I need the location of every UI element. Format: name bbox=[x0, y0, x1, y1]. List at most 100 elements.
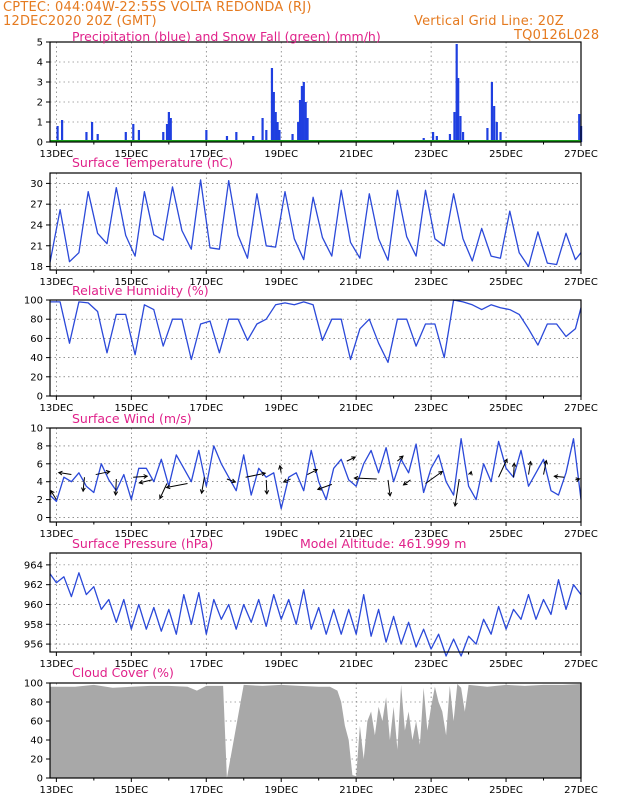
wind-arrow bbox=[397, 455, 404, 462]
wind-title: Surface Wind (m/s) bbox=[72, 411, 192, 426]
wind-arrow-head bbox=[105, 469, 111, 475]
x-tick-label: 23DEC bbox=[414, 659, 448, 670]
x-tick-label: 27DEC bbox=[564, 529, 598, 540]
precip-bar bbox=[298, 100, 302, 142]
x-tick-label: 17DEC bbox=[189, 659, 223, 670]
x-tick-label: 19DEC bbox=[264, 149, 298, 160]
wind-panel: 0 2 4 6 8 10 13DEC 15DEC 17DEC 19DEC 21DEC 23DEC 25D… bbox=[30, 411, 598, 540]
x-tick-label: 17DEC bbox=[189, 149, 223, 160]
wind-arrow-head bbox=[398, 455, 404, 461]
precip-bar bbox=[455, 44, 458, 142]
wind-arrow bbox=[50, 489, 57, 500]
header-run-date: 12DEC2020 20Z (GMT) bbox=[3, 14, 157, 29]
cloud-frame bbox=[49, 682, 582, 779]
wind-arrow-head bbox=[165, 484, 171, 490]
precip-bar bbox=[132, 124, 135, 142]
wind-arrow-shaft bbox=[397, 455, 404, 462]
wind-arrow-head bbox=[278, 464, 283, 470]
x-tick-label: 17DEC bbox=[189, 785, 223, 796]
x-tick-label: 25DEC bbox=[489, 403, 523, 414]
wind-arrow-head bbox=[231, 478, 237, 484]
wind-arrow-head bbox=[575, 477, 581, 482]
y-tick-label: 18 bbox=[30, 262, 43, 273]
wind-arrow-head bbox=[316, 486, 322, 491]
y-tick-label: 5 bbox=[37, 38, 43, 49]
y-tick-label: 964 bbox=[24, 560, 43, 571]
wind-arrow bbox=[278, 464, 283, 473]
wind-arrow-shaft bbox=[82, 477, 85, 492]
y-tick-label: 0 bbox=[37, 138, 43, 149]
precip-bar bbox=[270, 68, 274, 142]
pressure-line bbox=[49, 572, 582, 657]
wind-arrow bbox=[575, 477, 581, 482]
x-tick-label: 13DEC bbox=[40, 149, 74, 160]
wind-arrow-head bbox=[159, 494, 164, 500]
y-tick-label: 30 bbox=[30, 179, 43, 190]
temperature-panel: 18 21 24 27 30 13DEC 15DEC 17DEC 19DEC 21DEC 23DEC… bbox=[30, 155, 598, 288]
wind-arrow bbox=[498, 458, 508, 478]
wind-arrow-head bbox=[503, 458, 508, 464]
wind-arrow-shaft bbox=[354, 477, 377, 480]
x-tick-label: 21DEC bbox=[339, 529, 373, 540]
wind-arrow bbox=[113, 479, 119, 497]
precip-frame bbox=[49, 41, 582, 143]
x-tick-label: 17DEC bbox=[189, 529, 223, 540]
precip-bar bbox=[137, 130, 141, 142]
precip-bar bbox=[205, 130, 208, 142]
x-tick-label: 27DEC bbox=[564, 149, 598, 160]
wind-arrow-shaft bbox=[265, 479, 268, 494]
precip-title: Precipitation (blue) and Snow Fall (gree… bbox=[72, 29, 381, 44]
wind-arrow-head bbox=[50, 489, 55, 495]
wind-arrow bbox=[165, 483, 188, 490]
precip-bar bbox=[304, 102, 307, 142]
x-tick-label: 17DEC bbox=[189, 277, 223, 288]
precip-bar bbox=[457, 78, 460, 142]
wind-arrow-shaft bbox=[543, 460, 547, 475]
wind-arrow bbox=[511, 462, 517, 478]
precip-bar bbox=[96, 134, 99, 142]
wind-arrow bbox=[245, 471, 267, 478]
x-tick-label: 21DEC bbox=[339, 277, 373, 288]
wind-arrow-shaft bbox=[95, 471, 110, 476]
precip-panel: 0 1 2 3 4 5 13DEC 15DEC 17DEC 19DEC 21DEC 23DEC 25DE… bbox=[37, 29, 598, 160]
wind-arrow bbox=[57, 470, 72, 476]
wind-arrow-shaft bbox=[425, 471, 443, 484]
x-tick-label: 19DEC bbox=[264, 529, 298, 540]
wind-arrow bbox=[543, 459, 548, 475]
y-tick-label: 24 bbox=[30, 220, 43, 231]
x-tick-label: 25DEC bbox=[489, 785, 523, 796]
pressure-annotation: Model Altitude: 461.999 m bbox=[300, 536, 466, 551]
y-tick-label: 21 bbox=[30, 241, 43, 252]
precip-bar bbox=[90, 122, 94, 142]
precip-bar bbox=[499, 132, 502, 142]
x-tick-label: 15DEC bbox=[114, 149, 148, 160]
wind-arrow bbox=[282, 478, 291, 483]
wind-arrow-shaft bbox=[133, 475, 148, 478]
precip-bar bbox=[225, 136, 229, 142]
wind-arrow-shaft bbox=[279, 465, 282, 473]
wind-arrow bbox=[353, 475, 377, 481]
precip-bar bbox=[261, 118, 264, 142]
y-tick-label: 80 bbox=[30, 698, 43, 709]
x-tick-label: 23DEC bbox=[414, 403, 448, 414]
wind-arrow bbox=[133, 474, 149, 479]
humidity-title: Relative Humidity (%) bbox=[72, 283, 209, 298]
precip-bar bbox=[276, 122, 279, 142]
x-tick-label: 27DEC bbox=[564, 659, 598, 670]
precip-bar bbox=[431, 132, 435, 142]
temperature-title: Surface Temperature (nC) bbox=[72, 155, 233, 170]
precip-bar bbox=[490, 82, 494, 142]
precip-bar bbox=[272, 92, 275, 142]
wind-arrow-head bbox=[453, 502, 458, 508]
x-tick-label: 19DEC bbox=[264, 277, 298, 288]
cloud-cover-area bbox=[50, 684, 581, 778]
wind-arrow-head bbox=[199, 489, 205, 495]
wind-arrow-shaft bbox=[58, 472, 72, 476]
x-tick-label: 23DEC bbox=[414, 529, 448, 540]
x-tick-label: 13DEC bbox=[40, 785, 74, 796]
y-tick-label: 956 bbox=[24, 640, 43, 651]
wind-arrow-shaft bbox=[159, 483, 168, 499]
wind-arrow-head bbox=[282, 478, 288, 483]
wind-arrow-shaft bbox=[403, 479, 411, 486]
wind-arrow-shaft bbox=[498, 459, 508, 478]
